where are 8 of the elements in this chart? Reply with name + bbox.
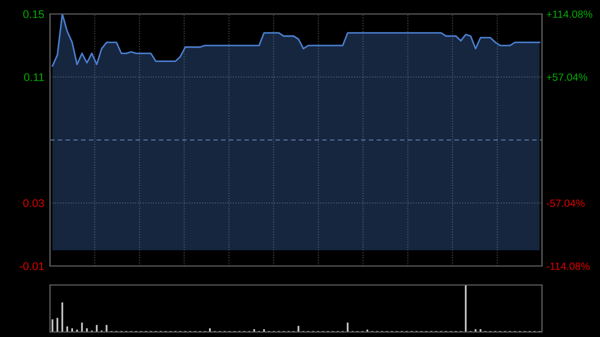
y2-tick-label: +114.08% xyxy=(546,10,592,18)
y2-tick-label: -114.08% xyxy=(546,262,590,270)
y-tick-label: 0.11 xyxy=(24,73,44,82)
y-tick-label: 0.03 xyxy=(23,199,44,208)
y2-tick-label: -57.04% xyxy=(546,200,585,207)
y-tick-label: -0.01 xyxy=(20,262,44,270)
y-tick-label: 0.15 xyxy=(23,10,44,18)
y2-tick-label: +57.04% xyxy=(546,74,588,81)
